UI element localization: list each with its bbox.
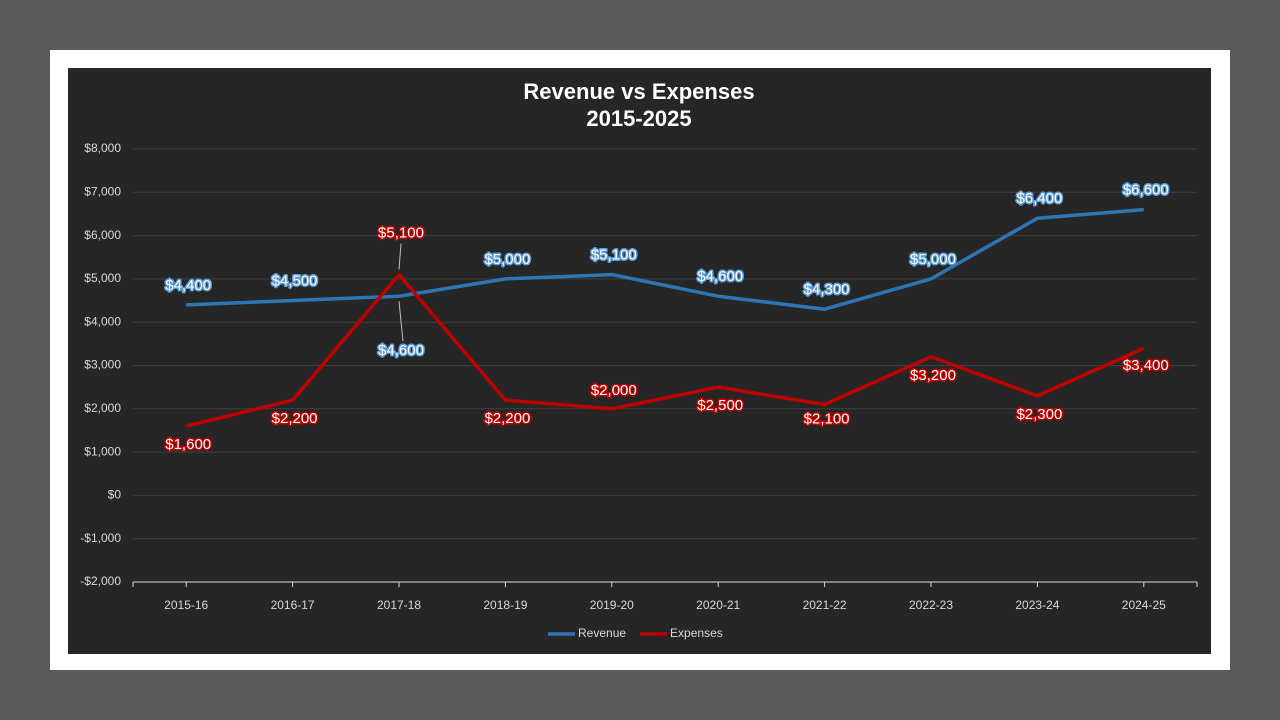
data-label: $5,000 [484,251,530,268]
y-tick-label: $6,000 [84,228,121,242]
chart-subtitle: 2015-2025 [586,106,691,131]
data-label: $4,500 [272,273,318,290]
data-label: $5,000 [910,251,956,268]
x-tick-label: 2017-18 [377,598,421,612]
y-tick-label: $4,000 [84,314,121,328]
x-tick-label: 2018-19 [483,598,527,612]
series-line [186,207,1144,311]
y-tick-label: $1,000 [84,444,121,458]
y-tick-label: $7,000 [84,184,121,198]
leader-line [398,243,402,270]
y-tick-label: $8,000 [84,141,121,155]
data-label: $3,200 [910,367,956,384]
x-tick-label: 2021-22 [803,598,847,612]
x-tick-label: 2023-24 [1015,598,1059,612]
x-tick-label: 2019-20 [590,598,634,612]
data-label: $2,000 [591,382,637,399]
x-tick-label: 2020-21 [696,598,740,612]
y-tick-label: $3,000 [84,358,121,372]
data-label: $2,200 [272,410,318,427]
y-tick-label: -$1,000 [80,531,121,545]
x-tick-label: 2016-17 [271,598,315,612]
data-label: $2,500 [697,397,743,414]
data-label: $5,100 [591,247,637,264]
y-tick-label: $2,000 [84,401,121,415]
x-tick-label: 2015-16 [164,598,208,612]
data-label: $2,300 [1016,406,1062,423]
data-label: $4,400 [165,277,211,294]
y-tick-label: -$2,000 [80,574,121,588]
data-label: $2,200 [484,410,530,427]
chart-title: Revenue vs Expenses [523,79,754,104]
y-tick-label: $0 [108,488,122,502]
leader-line [398,301,404,342]
data-label: $1,600 [165,436,211,453]
data-label: $4,600 [378,342,424,359]
data-label: $4,300 [804,281,850,298]
data-label: $6,400 [1016,190,1062,207]
chart-area [68,68,1211,654]
data-label: $4,600 [697,268,743,285]
data-label: $3,400 [1123,357,1169,374]
x-tick-label: 2022-23 [909,598,953,612]
data-label: $6,600 [1123,182,1169,199]
legend-label: Expenses [670,626,723,640]
legend-label: Revenue [578,626,626,640]
data-label: $2,100 [804,410,850,427]
series-line [185,272,1145,428]
y-tick-label: $5,000 [84,271,121,285]
x-tick-label: 2024-25 [1122,598,1166,612]
data-label: $5,100 [378,225,424,242]
